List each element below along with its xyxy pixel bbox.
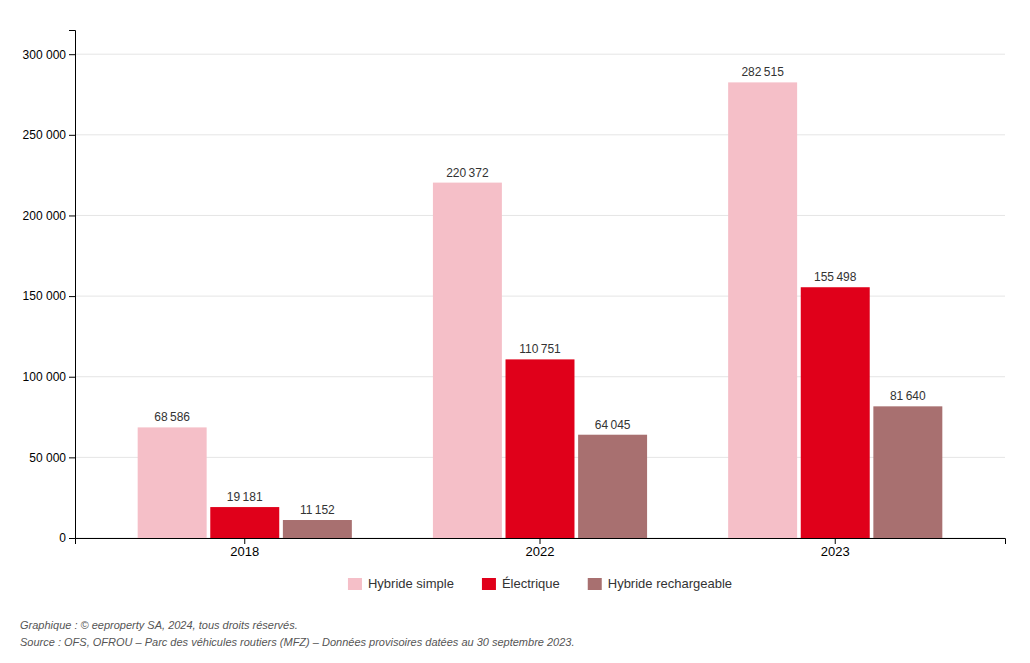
y-tick-mark [69, 296, 75, 297]
y-tick: 250 000 [23, 128, 75, 142]
legend-label: Hybride simple [368, 576, 454, 591]
data-labels: 68 586 220 372 282 515 19 181 110 751 155 498… [154, 65, 926, 517]
y-tick-label: 300 000 [23, 48, 67, 62]
bar [506, 359, 575, 538]
x-tick: 2018 [230, 538, 259, 559]
legend-swatch [482, 578, 496, 590]
legend-swatch [588, 578, 602, 590]
bar [578, 435, 647, 538]
y-tick-mark [69, 377, 75, 378]
y-tick: 0 [59, 531, 75, 545]
y-tick-label: 150 000 [23, 289, 67, 303]
x-tick-label: 2022 [526, 544, 555, 559]
legend-label: Électrique [502, 576, 560, 591]
bar [138, 427, 207, 538]
y-tick-label: 250 000 [23, 128, 67, 142]
y-tick-mark [69, 135, 75, 136]
y-tick-label: 0 [59, 531, 66, 545]
legend-item: Électrique [482, 576, 560, 591]
footer-text: Source : OFS, OFROU – Parc des véhicules… [20, 636, 575, 648]
data-label: 64 045 [595, 418, 631, 432]
x-axis-line [76, 539, 1006, 545]
data-label: 19 181 [227, 490, 263, 504]
data-label: 220 372 [446, 166, 489, 180]
plot: 68 586 220 372 282 515 19 181 110 751 155 498… [23, 31, 1006, 560]
bar [728, 82, 797, 538]
chart: 68 586 220 372 282 515 19 181 110 751 155 498… [0, 0, 1030, 663]
bar [210, 507, 279, 538]
grid-line [75, 134, 1005, 135]
data-label: 282 515 [741, 65, 784, 79]
y-tick-mark [69, 538, 75, 539]
y-tick-mark [69, 215, 75, 216]
bars [138, 82, 943, 538]
data-label: 68 586 [154, 410, 190, 424]
bar [283, 520, 352, 538]
data-label: 155 498 [814, 270, 857, 284]
legend-swatch [348, 578, 362, 590]
y-axis: 0 50 000 100 000 150 000 200 000 250 000 300 0… [23, 31, 76, 546]
x-tick-mark [835, 538, 836, 544]
y-axis-line [69, 31, 76, 539]
bar [873, 406, 942, 538]
data-label: 110 751 [519, 342, 561, 356]
grid-line [75, 215, 1005, 216]
x-tick-label: 2023 [821, 544, 850, 559]
y-tick: 100 000 [23, 370, 75, 384]
bar [801, 287, 870, 538]
x-tick-label: 2018 [230, 544, 259, 559]
legend: Hybride simple Électrique Hybride recharge… [348, 576, 732, 591]
x-tick: 2022 [526, 538, 555, 559]
y-tick-label: 100 000 [23, 370, 67, 384]
y-tick-mark [69, 54, 75, 55]
footer: Graphique : © eeproperty SA, 2024, tous … [20, 619, 575, 648]
legend-label: Hybride rechargeable [608, 576, 732, 591]
data-label: 11 152 [300, 503, 335, 517]
y-tick: 50 000 [29, 451, 75, 465]
x-tick: 2023 [821, 538, 850, 559]
y-tick-label: 50 000 [29, 451, 66, 465]
y-tick: 300 000 [23, 48, 75, 62]
y-tick-label: 200 000 [23, 209, 67, 223]
grid-line [75, 54, 1005, 55]
y-tick: 150 000 [23, 289, 75, 303]
bar [433, 183, 502, 538]
x-tick-mark [540, 538, 541, 544]
x-axis: 2018 2022 2023 [76, 538, 1006, 559]
footer-text: Graphique : © eeproperty SA, 2024, tous … [20, 619, 298, 631]
legend-item: Hybride rechargeable [588, 576, 732, 591]
x-tick-mark [244, 538, 245, 544]
y-tick: 200 000 [23, 209, 75, 223]
y-tick-mark [69, 457, 75, 458]
legend-item: Hybride simple [348, 576, 454, 591]
grid [75, 54, 1005, 538]
data-label: 81 640 [890, 389, 926, 403]
